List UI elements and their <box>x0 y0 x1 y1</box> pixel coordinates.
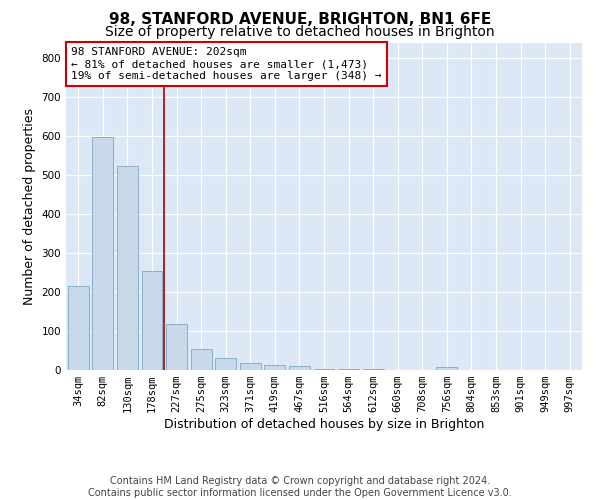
Bar <box>215 358 236 370</box>
Text: Contains HM Land Registry data © Crown copyright and database right 2024.
Contai: Contains HM Land Registry data © Crown c… <box>88 476 512 498</box>
Bar <box>240 363 261 370</box>
Text: 98 STANFORD AVENUE: 202sqm
← 81% of detached houses are smaller (1,473)
19% of s: 98 STANFORD AVENUE: 202sqm ← 81% of deta… <box>71 48 382 80</box>
Bar <box>117 166 138 370</box>
Bar <box>92 137 113 370</box>
Bar <box>265 364 286 370</box>
Bar <box>166 324 187 370</box>
Bar <box>314 369 334 370</box>
Text: Size of property relative to detached houses in Brighton: Size of property relative to detached ho… <box>105 25 495 39</box>
Bar <box>142 270 163 370</box>
Bar <box>436 367 457 370</box>
Bar <box>362 369 383 370</box>
Bar <box>68 286 89 370</box>
Y-axis label: Number of detached properties: Number of detached properties <box>23 108 36 304</box>
Bar <box>191 350 212 370</box>
X-axis label: Distribution of detached houses by size in Brighton: Distribution of detached houses by size … <box>164 418 484 431</box>
Bar <box>289 366 310 370</box>
Text: 98, STANFORD AVENUE, BRIGHTON, BN1 6FE: 98, STANFORD AVENUE, BRIGHTON, BN1 6FE <box>109 12 491 28</box>
Bar <box>338 369 359 370</box>
